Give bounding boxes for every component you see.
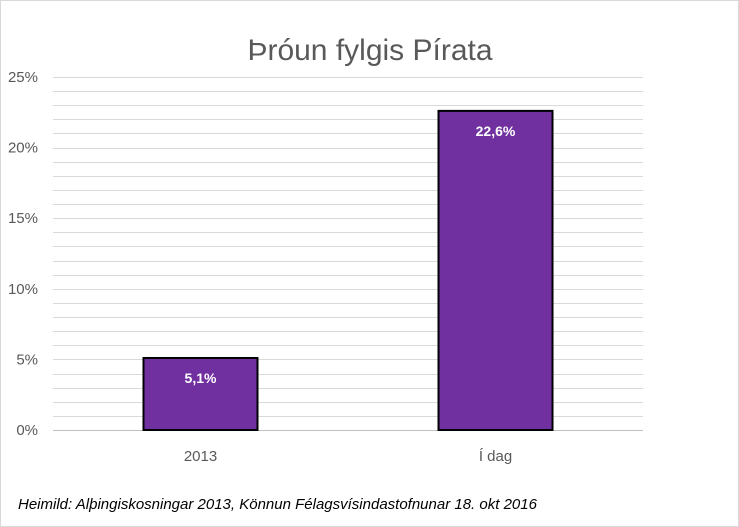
y-tick-label: 0% <box>16 422 38 439</box>
bars <box>142 109 554 432</box>
gridlines <box>53 77 643 431</box>
y-tick-label: 5% <box>16 351 38 368</box>
x-tick-label: Í dag <box>479 448 512 465</box>
y-tick-label: 25% <box>8 69 38 86</box>
x-axis-tick-labels: 2013 Í dag <box>184 448 512 465</box>
chart-title: Þróun fylgis Pírata <box>247 34 492 67</box>
data-label: 5,1% <box>185 370 217 386</box>
y-axis-tick-labels: 0% 5% 10% 15% 20% 25% <box>8 69 38 439</box>
x-tick-label: 2013 <box>184 448 217 465</box>
y-tick-label: 10% <box>8 281 38 298</box>
source-note: Heimild: Alþingiskosningar 2013, Könnun … <box>18 496 537 513</box>
y-tick-label: 15% <box>8 210 38 227</box>
bar <box>437 109 554 431</box>
bar <box>142 356 259 432</box>
data-labels: 5,1% 22,6% <box>185 123 516 386</box>
data-label: 22,6% <box>476 123 516 139</box>
y-tick-label: 20% <box>8 140 38 157</box>
